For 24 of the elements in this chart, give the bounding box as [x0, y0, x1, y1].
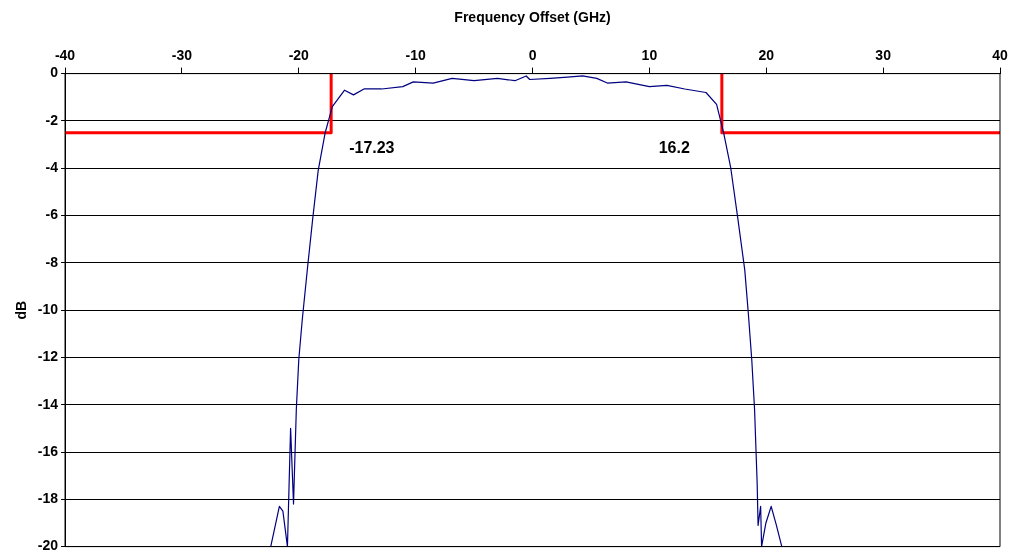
y-tick-label: -18 — [37, 490, 59, 507]
x-tick-label: 0 — [528, 47, 537, 64]
y-tick-label: -12 — [37, 348, 59, 365]
x-tick-label: 40 — [992, 47, 1008, 64]
annotation: -17.23 — [349, 139, 395, 157]
x-tick-label: 20 — [758, 47, 775, 64]
y-tick-label: -16 — [37, 442, 59, 459]
x-tick-label: -20 — [288, 47, 310, 64]
x-tick-label: -40 — [54, 47, 76, 64]
y-tick-label: -14 — [37, 395, 59, 412]
x-tick-label: -30 — [171, 47, 193, 64]
y-tick-label: -20 — [37, 537, 59, 554]
annotation: 16.2 — [658, 139, 690, 157]
y-axis-title: dB — [13, 300, 30, 320]
y-tick-label: -2 — [45, 111, 59, 128]
x-tick-label: -10 — [405, 47, 426, 64]
y-tick-label: -6 — [45, 206, 59, 223]
y-tick-label: 0 — [50, 64, 59, 81]
x-axis-title: Frequency Offset (GHz) — [454, 9, 611, 26]
y-tick-label: -4 — [45, 159, 59, 176]
y-tick-label: -10 — [37, 300, 59, 317]
y-tick-label: -8 — [45, 253, 59, 270]
x-tick-label: 30 — [875, 47, 892, 64]
x-tick-label: 10 — [641, 47, 658, 64]
